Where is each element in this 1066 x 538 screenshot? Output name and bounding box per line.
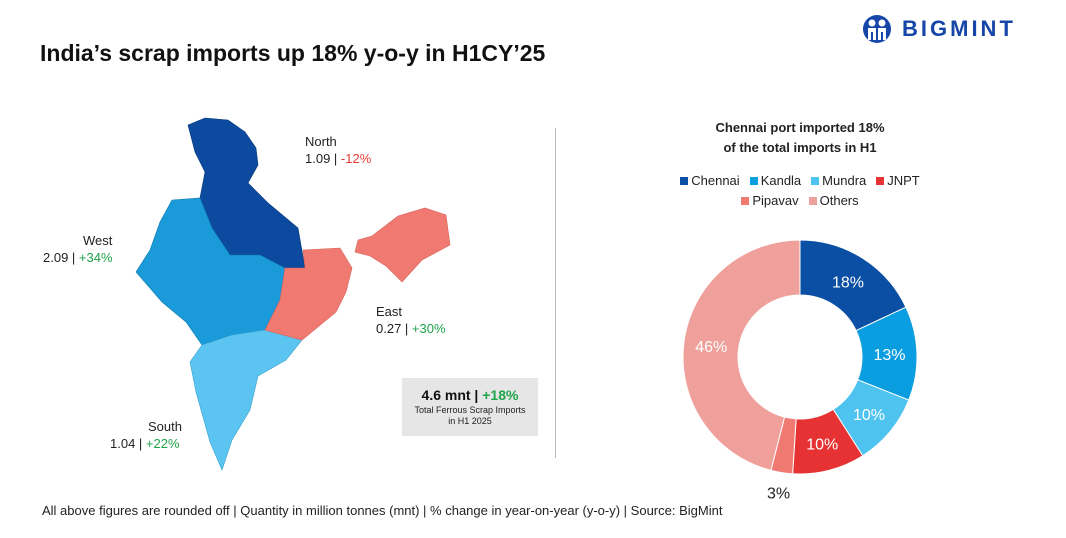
legend-label: Others xyxy=(819,193,859,208)
legend-swatch xyxy=(808,197,817,205)
chart-legend: Chennai Kandla Mundra JNPT Pipavav Others xyxy=(650,171,950,211)
data-label: 3% xyxy=(767,485,790,500)
region-value: 2.09 xyxy=(43,250,69,265)
total-value: 4.6 mnt xyxy=(421,387,471,403)
chart-title: Chennai port imported 18% of the total i… xyxy=(680,118,920,158)
label-north: North 1.09 | -12% xyxy=(305,134,372,166)
region-change: +22% xyxy=(145,436,180,451)
bigmint-logo: BIGMINT xyxy=(862,14,1016,44)
map-region-east xyxy=(264,247,353,341)
region-change: -12% xyxy=(340,151,372,166)
legend-swatch xyxy=(811,177,820,185)
legend-swatch xyxy=(741,197,750,205)
logo-text: BIGMINT xyxy=(902,16,1016,41)
region-value: 0.27 xyxy=(376,321,402,336)
logo-icon xyxy=(863,15,891,43)
legend-item: Pipavav xyxy=(741,191,799,211)
map-region-north xyxy=(187,117,306,269)
region-name: East xyxy=(376,304,403,319)
legend-label: Chennai xyxy=(691,173,740,188)
label-south: South 1.04 | +22% xyxy=(110,419,182,451)
chart-title-line2: of the total imports in H1 xyxy=(723,140,877,155)
data-label: 46% xyxy=(695,339,727,356)
region-name: West xyxy=(83,233,113,248)
india-map xyxy=(135,117,451,471)
chart-title-line1: Chennai port imported 18% xyxy=(715,120,885,135)
label-east: East 0.27 | +30% xyxy=(376,304,446,336)
map-region-south xyxy=(189,329,303,471)
legend-label: Pipavav xyxy=(752,193,799,208)
total-caption-1: Total Ferrous Scrap Imports xyxy=(414,405,526,415)
region-change: +34% xyxy=(78,250,113,265)
region-value: 1.09 xyxy=(305,151,331,166)
total-caption-2: in H1 2025 xyxy=(448,416,492,426)
legend-swatch xyxy=(876,177,885,185)
legend-label: Kandla xyxy=(760,173,802,188)
data-label: 18% xyxy=(832,274,864,291)
total-change: +18% xyxy=(482,387,519,403)
label-west: West 2.09 | +34% xyxy=(43,233,113,265)
legend-label: Mundra xyxy=(822,173,867,188)
legend-item: Others xyxy=(808,191,859,211)
legend-item: Mundra xyxy=(811,171,866,191)
divider xyxy=(555,128,556,458)
legend-label: JNPT xyxy=(887,173,920,188)
region-name: North xyxy=(305,134,337,149)
page-title: India’s scrap imports up 18% y-o-y in H1… xyxy=(40,40,546,66)
total-imports-box: 4.6 mnt | +18% Total Ferrous Scrap Impor… xyxy=(402,378,538,436)
data-label: 13% xyxy=(873,347,905,364)
legend-item: Chennai xyxy=(680,171,740,191)
legend-swatch xyxy=(749,177,758,185)
data-label: 10% xyxy=(806,437,838,454)
map-region-northeast xyxy=(354,207,451,283)
legend-item: Kandla xyxy=(749,171,802,191)
region-change: +30% xyxy=(411,321,446,336)
footer-note: All above figures are rounded off | Quan… xyxy=(42,503,723,518)
region-value: 1.04 xyxy=(110,436,136,451)
legend-swatch xyxy=(680,177,689,185)
region-name: South xyxy=(148,419,182,434)
legend-item: JNPT xyxy=(876,171,920,191)
donut-slice-others xyxy=(682,239,801,471)
data-label: 10% xyxy=(853,407,885,424)
donut-chart: 18% 13% 10% 10% 3% 46% xyxy=(682,239,918,500)
